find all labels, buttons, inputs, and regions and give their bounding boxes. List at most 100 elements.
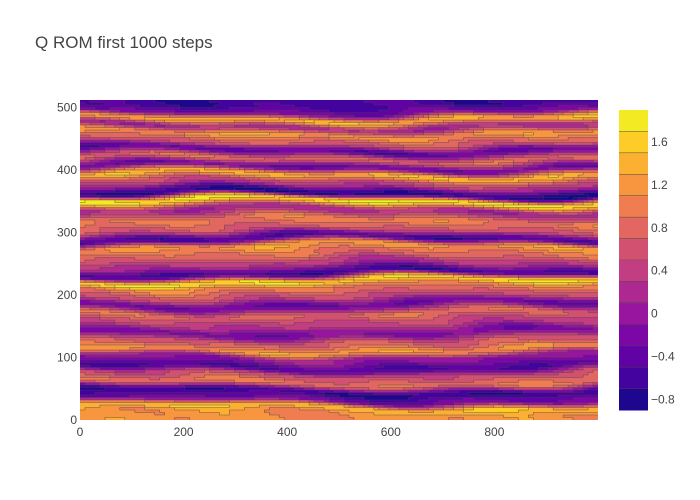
contour-cell [458,162,465,166]
contour-cell [144,112,151,116]
contour-cell [503,115,509,119]
contour-cell [393,140,400,144]
contour-cell [274,105,280,109]
contour-cell [339,150,345,154]
contour-cell [528,107,534,111]
contour-cell [398,177,405,181]
contour-cell [558,102,564,106]
contour-cell [518,162,524,166]
contour-cell [348,180,355,184]
contour-cell [368,187,375,191]
contour-cell [234,157,240,161]
contour-cell [84,200,91,204]
contour-cell [558,185,564,189]
contour-cell [204,175,211,179]
contour-cell [304,207,310,211]
contour-cell [174,210,181,214]
contour-cell [134,105,141,109]
contour-cell [309,110,315,114]
contour-cell [179,172,186,176]
contour-cell [548,190,554,194]
contour-cell [204,120,211,124]
contour-cell [533,125,539,129]
contour-cell [149,125,156,129]
contour-cell [179,102,186,106]
contour-cell [159,122,166,126]
contour-cell [483,177,490,181]
contour-cell [259,172,265,176]
contour-cell [478,185,485,189]
contour-cell [518,132,524,136]
contour-cell [144,117,151,121]
contour-cell [463,172,470,176]
contour-cell [398,195,405,199]
contour-cell [463,105,470,109]
contour-cell [144,172,151,176]
contour-cell [129,127,136,131]
contour-cell [418,182,425,186]
contour-cell [109,127,116,131]
contour-cell [219,130,226,134]
contour-cell [418,162,425,166]
contour-cell [468,135,475,139]
contour-cell [438,165,445,169]
contour-cell [84,145,91,149]
contour-cell [304,132,310,136]
contour-cell [503,125,509,129]
contour-cell [388,125,395,129]
contour-cell [239,197,245,201]
contour-cell [483,150,490,154]
contour-cell [124,152,131,156]
contour-cell [209,155,216,159]
contour-cell [129,182,136,186]
contour-cell [264,187,270,191]
contour-cell [578,130,584,134]
contour-cell [189,192,196,196]
contour-cell [553,197,559,201]
contour-cell [373,185,380,189]
contour-cell [94,160,101,164]
contour-cell [508,210,514,214]
contour-cell [94,105,101,109]
contour-cell [393,157,400,161]
contour-cell [438,115,445,119]
contour-cell [448,115,455,119]
contour-cell [553,185,559,189]
contour-cell [493,120,499,124]
contour-cell [508,105,514,109]
contour-cell [358,127,365,131]
contour-cell [568,205,574,209]
contour-cell [304,125,310,129]
contour-cell [423,145,430,149]
contour-cell [264,145,270,149]
contour-cell [433,102,440,106]
contour-cell [314,170,320,174]
contour-cell [254,187,260,191]
contour-cell [523,125,529,129]
contour-cell [403,155,410,159]
contour-cell [593,187,598,191]
contour-cell [483,127,490,131]
contour-cell [383,115,390,119]
contour-cell [99,167,106,171]
contour-cell [593,100,598,104]
contour-cell [388,152,395,156]
contour-cell [368,210,375,214]
contour-cell [244,202,250,206]
contour-cell [343,207,350,211]
contour-cell [383,182,390,186]
contour-cell [583,102,589,106]
contour-cell [423,207,430,211]
contour-cell [229,137,235,141]
contour-cell [319,195,325,199]
contour-cell [254,102,260,106]
contour-cell [89,157,96,161]
contour-cell [214,115,221,119]
contour-cell [403,207,410,211]
contour-cell [264,157,270,161]
contour-cell [418,135,425,139]
contour-cell [588,195,594,199]
contour-cell [428,100,435,104]
contour-cell [423,147,430,151]
contour-cell [363,182,370,186]
